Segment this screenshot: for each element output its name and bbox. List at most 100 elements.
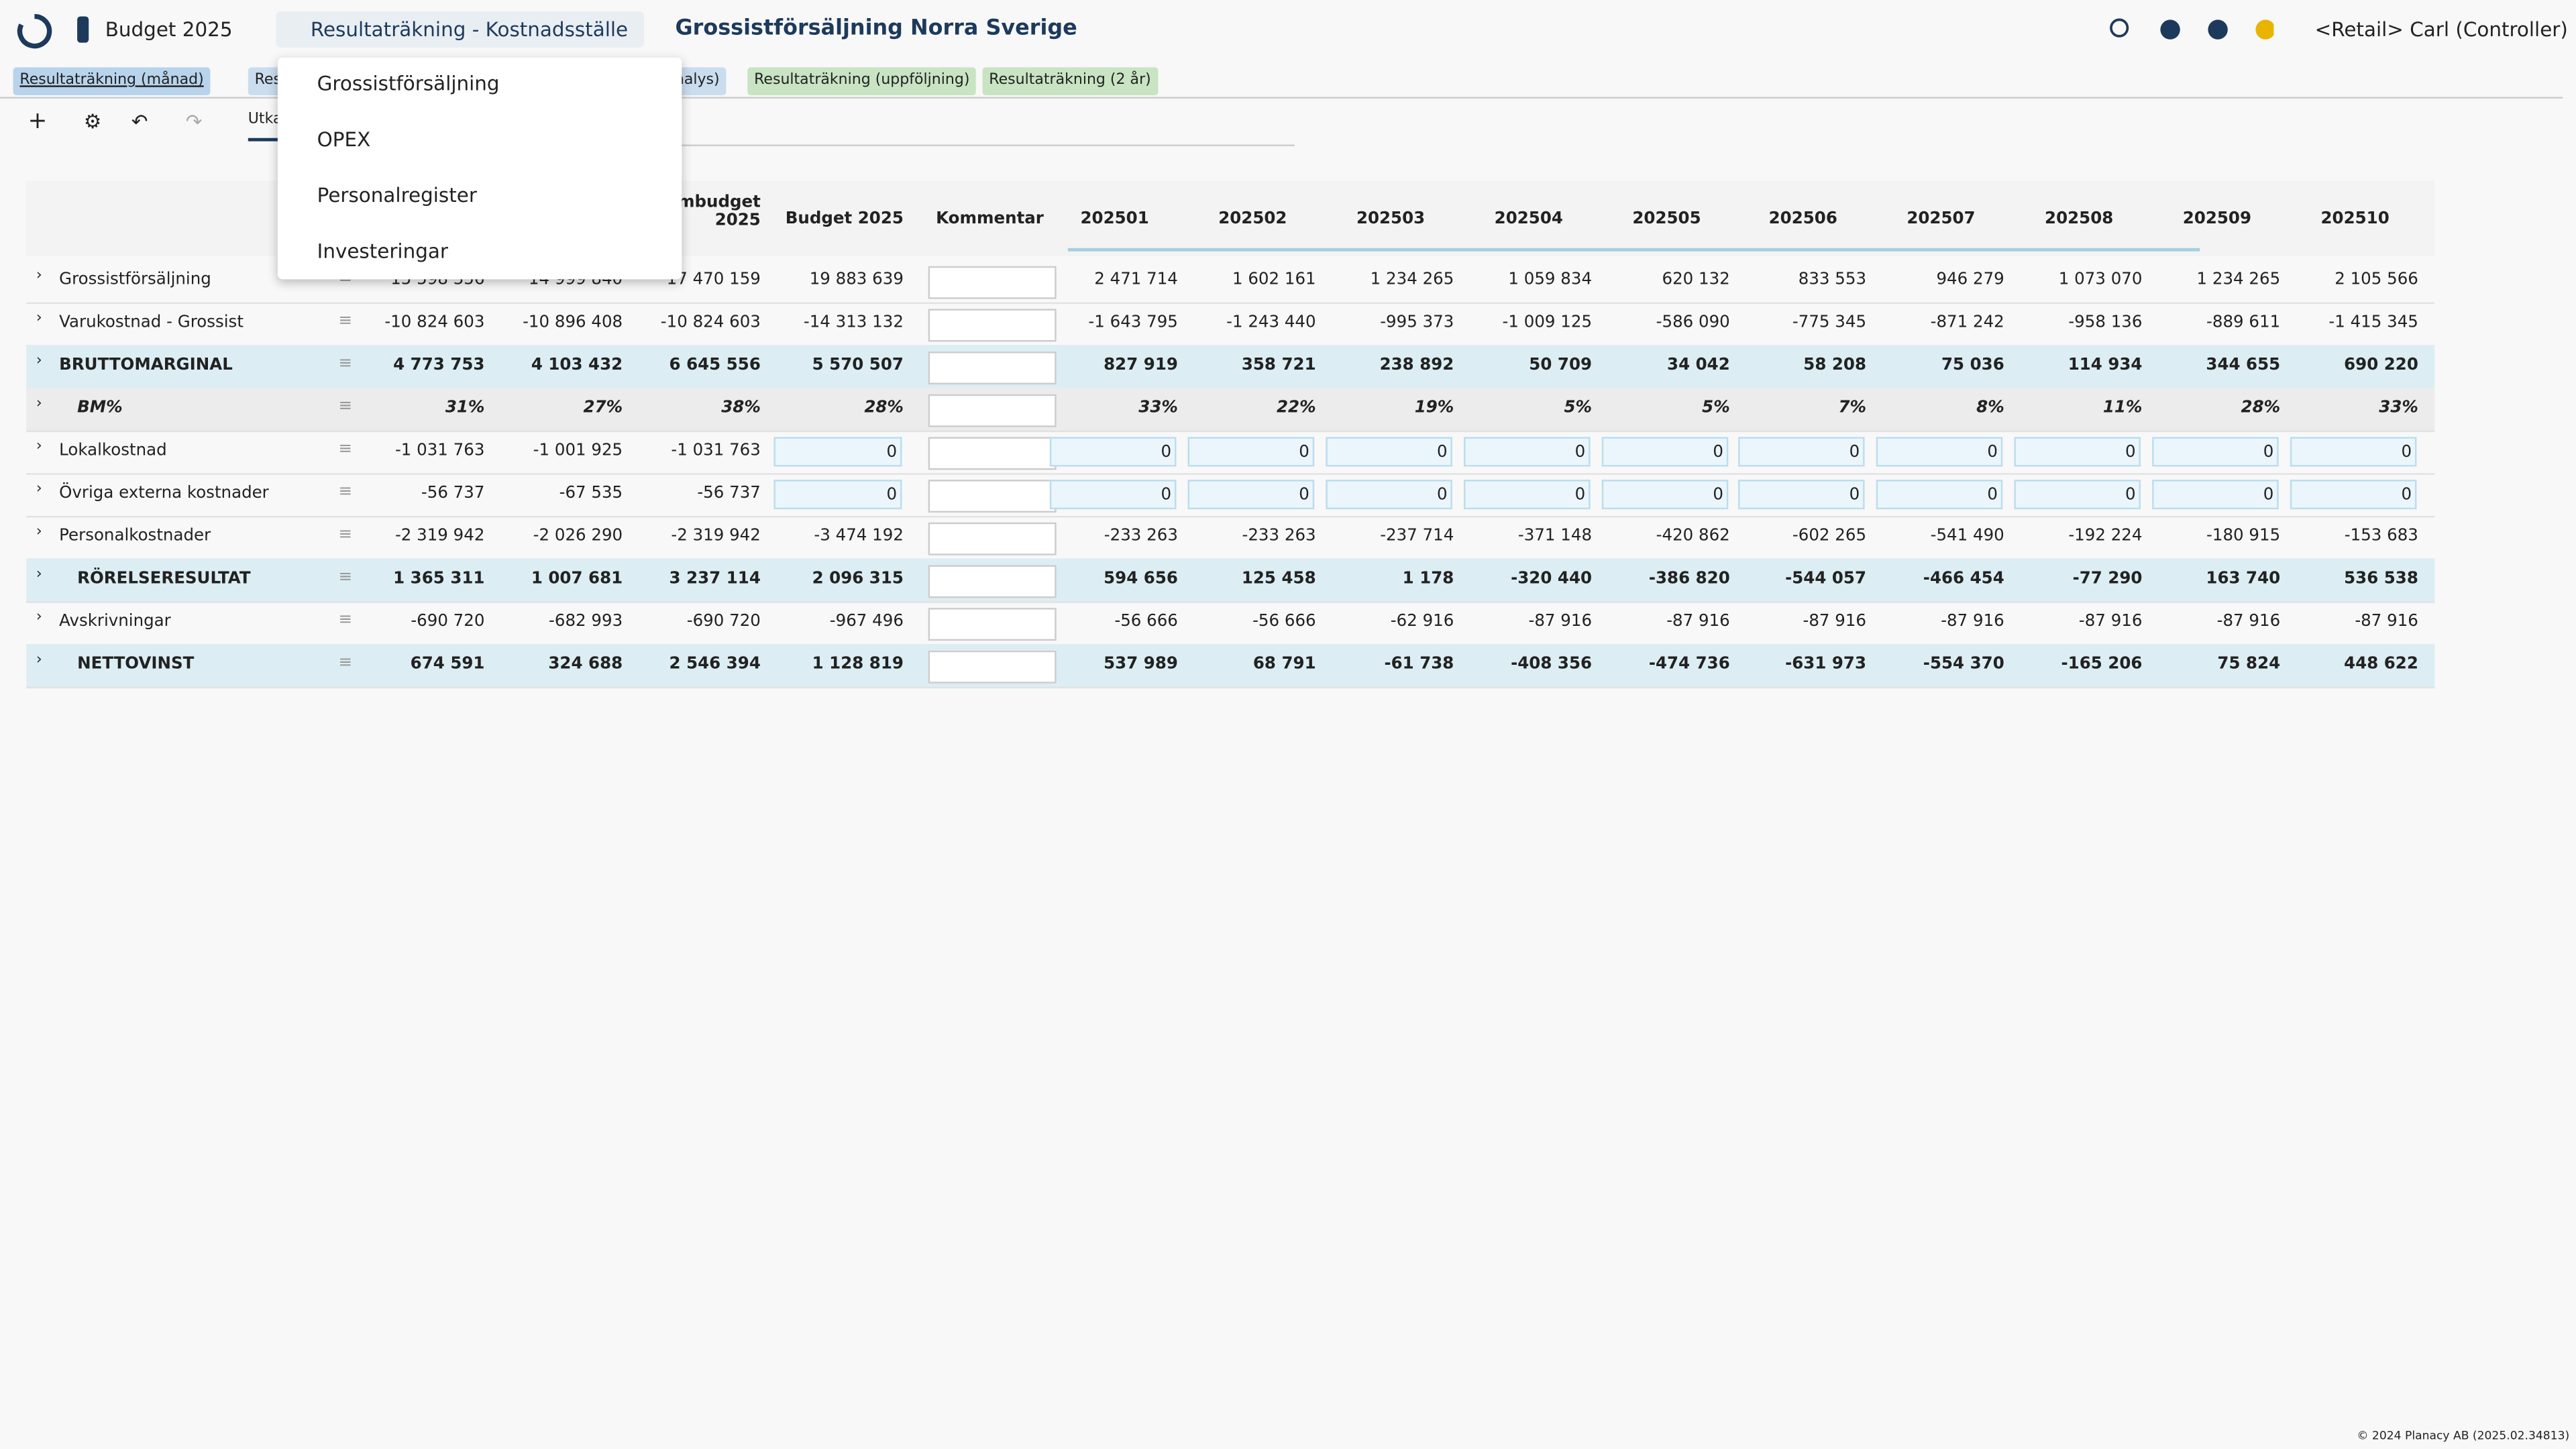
value-input[interactable]: 0 [1601,480,1729,510]
value-cell: 2 096 315 [812,570,904,588]
comment-input[interactable] [928,309,1057,342]
redo-button[interactable]: ↷ [185,110,203,133]
dropdown-item[interactable]: Personalregister [317,184,477,207]
expand-icon[interactable]: › [36,268,42,284]
dropdown-item[interactable]: Investeringar [317,239,448,263]
drag-handle[interactable]: ≡ [338,440,353,459]
value-cell: -682 993 [549,612,623,631]
row-label: Varukostnad - Grossist [59,313,244,332]
value-cell: 2 105 566 [2334,271,2418,290]
value-input[interactable]: 0 [2290,437,2417,467]
comment-input[interactable] [928,522,1057,555]
dropdown-item[interactable]: OPEX [317,128,371,152]
comment-input[interactable] [928,650,1057,684]
tab[interactable]: Resultaträkning (månad) [13,67,211,96]
view-select[interactable] [276,11,645,48]
expand-icon[interactable]: › [36,396,42,413]
drag-handle[interactable]: ≡ [338,354,353,373]
value-cell: 1 128 819 [812,655,904,674]
dropdown-item[interactable]: Grossistförsäljning [317,72,500,96]
value-cell: -62 916 [1390,612,1454,631]
value-input[interactable]: 0 [1601,437,1729,467]
column-header: 202508 [2045,210,2114,229]
drag-handle[interactable]: ≡ [338,312,353,331]
expand-icon[interactable]: › [36,524,42,541]
entity-name[interactable]: Grossistförsäljning Norra Sverige [675,16,1077,42]
value-input[interactable]: 0 [2152,480,2279,510]
value-input[interactable]: 0 [1876,480,2003,510]
app-title[interactable]: Budget 2025 [105,17,233,42]
view-name[interactable]: Resultaträkning - Kostnadsställe [310,17,629,42]
logo [17,13,52,49]
value-cell: -690 720 [411,612,485,631]
value-cell: 4 103 432 [531,356,623,375]
expand-icon[interactable]: › [36,566,42,584]
value-cell: -87 916 [1528,612,1593,631]
expand-icon[interactable]: › [36,310,42,327]
value-cell: -371 148 [1517,527,1593,546]
comment-input[interactable] [928,565,1057,598]
comment-input[interactable] [928,608,1057,641]
value-input[interactable]: 0 [1738,437,1865,467]
value-input[interactable]: 0 [1326,437,1452,467]
tab[interactable]: Resultaträkning (uppföljning) [747,67,977,96]
value-cell: 33% [1138,399,1178,418]
user-menu[interactable]: <Retail> Carl (Controller) [2314,17,2568,42]
value-cell: 34 042 [1667,356,1730,375]
drag-handle[interactable]: ≡ [338,397,353,416]
value-input[interactable]: 0 [1326,480,1452,510]
drag-handle[interactable]: ≡ [338,525,353,544]
add-button[interactable]: + [28,108,48,135]
value-cell: -87 916 [2216,612,2281,631]
tab[interactable]: Resultaträkning (2 år) [982,67,1158,96]
drag-handle[interactable]: ≡ [338,568,353,587]
expand-icon[interactable]: › [36,438,42,455]
value-cell: -180 915 [2206,527,2281,546]
value-input[interactable]: 0 [1187,437,1315,467]
comment-input[interactable] [928,352,1057,385]
value-input[interactable]: 0 [1464,480,1591,510]
value-cell: -690 720 [686,612,761,631]
comment-input[interactable] [928,394,1057,427]
value-cell: -56 666 [1252,612,1316,631]
undo-button[interactable]: ↶ [131,110,148,133]
value-input[interactable]: 0 [773,437,902,467]
value-cell: 1 234 265 [1370,271,1454,290]
value-cell: 238 892 [1379,356,1454,375]
settings-button[interactable]: ⚙ [83,110,102,133]
value-cell: -631 973 [1785,655,1867,674]
value-input[interactable]: 0 [1876,437,2003,467]
value-input[interactable]: 0 [1464,437,1591,467]
value-cell: 11% [2102,399,2143,418]
comment-input[interactable] [928,266,1057,299]
expand-icon[interactable]: › [36,353,42,370]
drag-handle[interactable]: ≡ [338,483,353,501]
expand-icon[interactable]: › [36,609,42,627]
value-cell: -958 136 [2068,313,2143,332]
value-input[interactable]: 0 [2290,480,2417,510]
sidebar-toggle[interactable] [77,16,89,43]
value-input[interactable]: 0 [773,480,902,510]
value-input[interactable]: 0 [2014,437,2141,467]
value-input[interactable]: 0 [1738,480,1865,510]
value-input[interactable]: 0 [1049,437,1177,467]
sheet-underline [248,138,281,142]
value-cell: 19 883 639 [809,271,904,290]
drag-handle[interactable]: ≡ [338,653,353,672]
drag-handle[interactable]: ≡ [338,611,353,629]
column-header: 202507 [1907,210,1976,229]
value-input[interactable]: 0 [1187,480,1315,510]
row-label: BM% [77,399,123,418]
sheet-line [280,144,1295,146]
value-cell: -408 356 [1511,655,1593,674]
expand-icon[interactable]: › [36,652,42,669]
comment-input[interactable] [928,437,1057,470]
value-cell: 1 365 311 [393,570,485,588]
value-input[interactable]: 0 [2152,437,2279,467]
value-input[interactable]: 0 [1049,480,1177,510]
comment-input[interactable] [928,480,1057,513]
value-cell: 946 279 [1936,271,2004,290]
expand-icon[interactable]: › [36,481,42,498]
value-input[interactable]: 0 [2014,480,2141,510]
